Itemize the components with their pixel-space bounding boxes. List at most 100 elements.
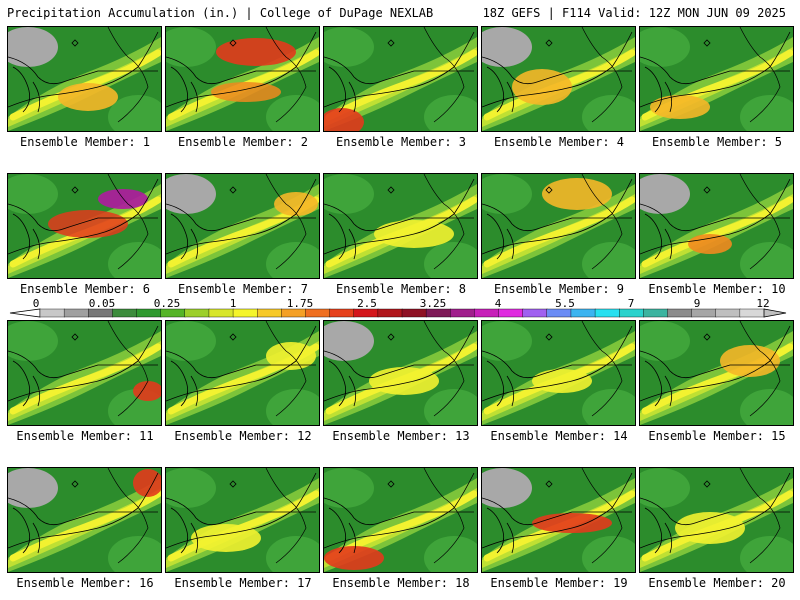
lake-outline: [12, 66, 41, 113]
ensemble-member-label: Ensemble Member: 13: [332, 429, 470, 443]
precip-maximum: [650, 95, 710, 119]
scale-tick-label: 1: [229, 297, 237, 310]
precip-area: [640, 174, 690, 214]
precip-area: [8, 321, 58, 361]
state-border: [8, 56, 158, 85]
ensemble-map-panel: [323, 320, 478, 426]
state-border: [8, 350, 158, 379]
ensemble-member-label: Ensemble Member: 14: [490, 429, 628, 443]
state-border: [324, 203, 474, 232]
ensemble-member-label: Ensemble Member: 20: [648, 576, 786, 590]
scale-color-segment: [329, 308, 355, 318]
ensemble-map-panel: [481, 467, 636, 573]
ensemble-map-panel: [639, 26, 794, 132]
precip-area: [582, 536, 635, 572]
lake-outline: [328, 66, 357, 113]
scale-color-segment: [305, 308, 331, 318]
scale-tick-label: 0.05: [88, 297, 116, 310]
lake-outline: [644, 360, 673, 407]
scale-tick-label: 0.25: [153, 297, 181, 310]
precip-area: [8, 468, 58, 508]
station-marker: [229, 480, 237, 488]
coastline: [324, 178, 475, 255]
state-border: [423, 27, 465, 123]
ensemble-member-label: Ensemble Member: 2: [177, 135, 309, 149]
lake-outline: [170, 213, 199, 260]
ensemble-member-label: Ensemble Member: 17: [174, 576, 312, 590]
state-border: [265, 321, 307, 417]
coastline: [640, 31, 791, 108]
scale-color-segment: [377, 308, 403, 318]
lake-outline: [12, 507, 41, 554]
precip-area: [324, 321, 374, 361]
ensemble-map-panel: [323, 467, 478, 573]
scale-color-segment: [594, 308, 620, 318]
lake-outline: [486, 360, 515, 407]
ensemble-map-panel: [165, 320, 320, 426]
precip-maximum: [675, 512, 745, 544]
precip-maximum: [512, 69, 572, 105]
scale-color-segment: [353, 308, 379, 318]
coastline: [640, 178, 791, 255]
lake-outline: [328, 507, 357, 554]
coastline: [482, 31, 633, 108]
coastline: [640, 325, 791, 402]
state-border: [482, 350, 632, 379]
coastline: [8, 472, 159, 549]
scale-color-segment: [522, 308, 548, 318]
state-border: [107, 27, 149, 123]
ensemble-member-label: Ensemble Member: 4: [493, 135, 625, 149]
state-border: [324, 497, 474, 526]
ensemble-map-panel: [165, 26, 320, 132]
scale-color-segment: [232, 308, 258, 318]
scale-color-segment: [667, 308, 693, 318]
scale-color-segment: [570, 308, 596, 318]
precip-maximum: [211, 82, 281, 102]
ensemble-member-label: Ensemble Member: 16: [16, 576, 154, 590]
precip-area: [266, 95, 319, 131]
precip-map: [482, 174, 635, 278]
state-border: [640, 56, 790, 85]
precip-map: [8, 468, 161, 572]
station-marker: [387, 39, 395, 47]
precip-area: [108, 242, 161, 278]
scale-tick-label: 4: [494, 297, 502, 310]
scale-min-arrow: [9, 308, 41, 318]
precip-map: [640, 468, 793, 572]
ensemble-member-label: Ensemble Member: 7: [177, 282, 309, 296]
ensemble-member-label: Ensemble Member: 10: [648, 282, 786, 296]
precip-maximum: [48, 210, 128, 238]
precip-maximum: [688, 234, 732, 254]
precip-maximum: [324, 108, 364, 131]
station-marker: [229, 333, 237, 341]
precip-area: [166, 174, 216, 214]
precip-area: [266, 242, 319, 278]
precip-map: [166, 468, 319, 572]
ensemble-map-panel: [639, 173, 794, 279]
scale-color-segment: [546, 308, 572, 318]
precip-map: [640, 321, 793, 425]
scale-color-segment: [619, 308, 645, 318]
ensemble-member-label: Ensemble Member: 5: [651, 135, 783, 149]
precip-area: [640, 468, 690, 508]
state-border: [423, 468, 465, 564]
state-border: [640, 203, 790, 232]
ensemble-map-panel: [323, 173, 478, 279]
state-border: [107, 321, 149, 417]
lake-outline: [170, 507, 199, 554]
station-marker: [703, 186, 711, 194]
station-marker: [229, 186, 237, 194]
state-border: [324, 56, 474, 85]
state-border: [265, 27, 307, 123]
precip-area: [582, 389, 635, 425]
scale-tick-label: 0: [32, 297, 40, 310]
state-border: [581, 321, 623, 417]
state-border: [581, 27, 623, 123]
state-border: [265, 468, 307, 564]
state-border: [482, 203, 632, 232]
ensemble-member-label: Ensemble Member: 9: [493, 282, 625, 296]
precip-area: [424, 242, 477, 278]
precip-area: [582, 95, 635, 131]
precip-maximum: [369, 367, 439, 395]
ensemble-member-label: Ensemble Member: 15: [648, 429, 786, 443]
